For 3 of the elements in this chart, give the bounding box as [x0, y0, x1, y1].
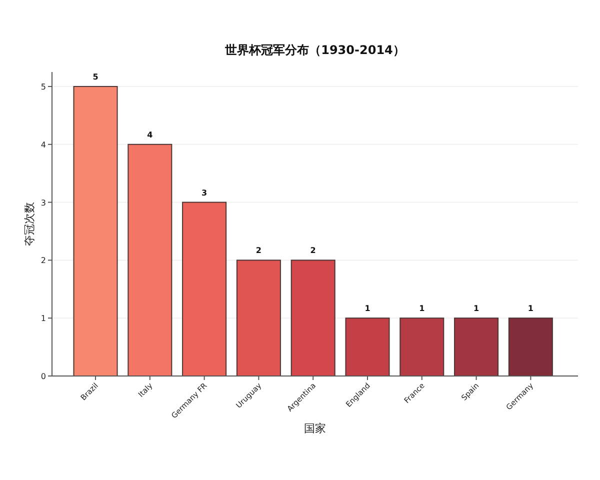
ylabel: 夺冠次数: [23, 202, 36, 246]
title: 世界杯冠军分布（1930-2014）: [225, 43, 405, 57]
xlabel: 国家: [304, 422, 326, 435]
